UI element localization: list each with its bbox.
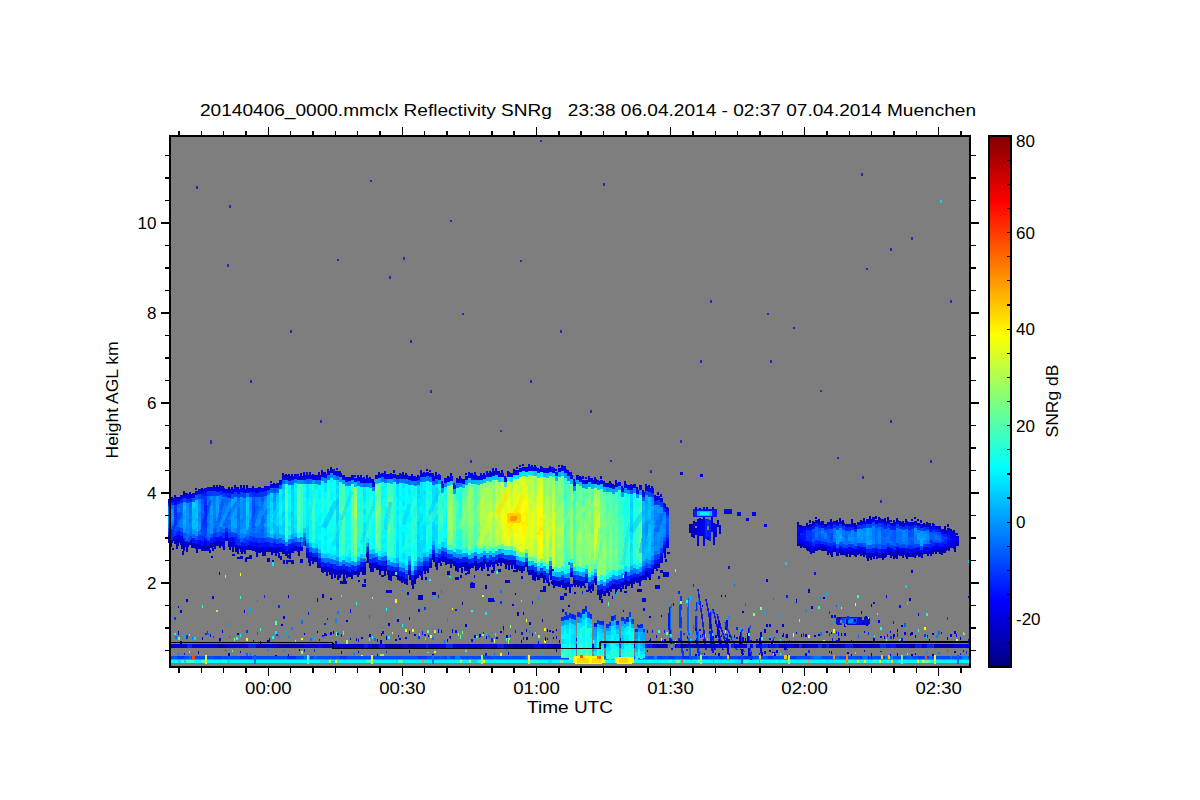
- svg-text:02:00: 02:00: [781, 679, 828, 698]
- svg-text:2: 2: [147, 574, 156, 593]
- svg-text:02:30: 02:30: [915, 679, 962, 698]
- svg-text:01:00: 01:00: [513, 679, 560, 698]
- svg-text:20140406_0000.mmclx Reflectivi: 20140406_0000.mmclx Reflectivity SNRg 23…: [200, 101, 976, 120]
- svg-text:Time UTC: Time UTC: [527, 698, 613, 717]
- svg-text:00:30: 00:30: [379, 679, 426, 698]
- svg-text:40: 40: [1016, 320, 1035, 339]
- svg-text:6: 6: [147, 394, 156, 413]
- svg-text:60: 60: [1016, 224, 1035, 243]
- svg-text:80: 80: [1016, 132, 1035, 151]
- svg-text:0: 0: [1016, 513, 1025, 532]
- svg-text:00:00: 00:00: [245, 679, 292, 698]
- svg-text:01:30: 01:30: [647, 679, 694, 698]
- svg-text:8: 8: [147, 304, 156, 323]
- svg-text:10: 10: [138, 214, 157, 233]
- svg-text:20: 20: [1016, 417, 1035, 436]
- svg-text:SNRg dB: SNRg dB: [1043, 365, 1062, 438]
- svg-text:-20: -20: [1016, 610, 1041, 629]
- svg-text:4: 4: [147, 484, 156, 503]
- svg-text:Height AGL km: Height AGL km: [103, 342, 122, 459]
